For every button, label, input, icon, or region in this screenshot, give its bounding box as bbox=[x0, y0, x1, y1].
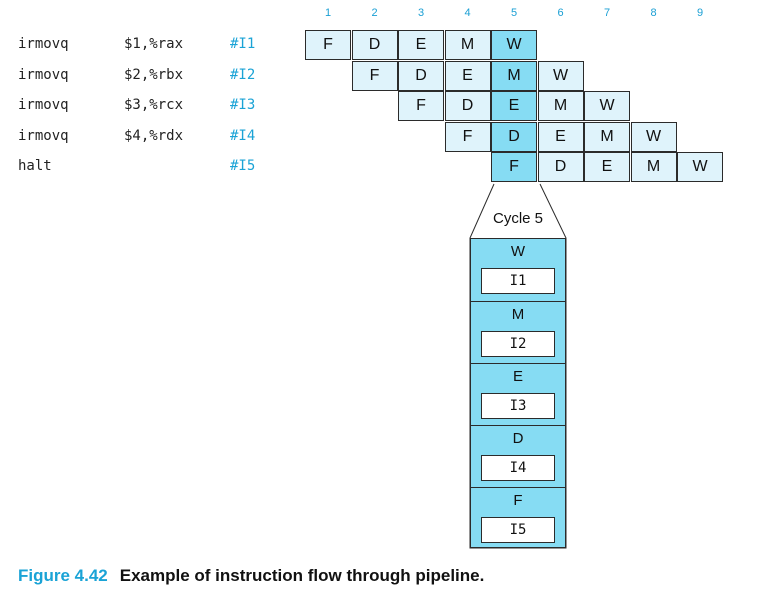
pipeline-stage-cell: F bbox=[305, 30, 351, 60]
instruction-operands: $1,%rax bbox=[124, 36, 184, 52]
cycle-number: 9 bbox=[696, 7, 704, 19]
pipeline-stage-cell: E bbox=[584, 152, 630, 182]
snapshot-stage: E I3 bbox=[471, 363, 565, 426]
pipeline-stage-cell: W bbox=[677, 152, 723, 182]
instruction-operands: $2,%rbx bbox=[124, 66, 184, 83]
snapshot-instruction-box: I2 bbox=[481, 331, 555, 357]
instruction-mnemonic: irmovq bbox=[18, 127, 69, 144]
pipeline-stage-cell: E bbox=[491, 91, 537, 121]
pipeline-stage-cell: F bbox=[444, 121, 491, 152]
instruction-label: #I3 bbox=[230, 97, 256, 113]
pipeline-stage-cell: D bbox=[351, 30, 398, 60]
pipeline-stage-cell: M bbox=[491, 60, 537, 91]
snapshot-instruction-box: I4 bbox=[481, 455, 555, 481]
cycle-number: 5 bbox=[510, 7, 518, 19]
snapshot-instruction-box: I3 bbox=[481, 393, 555, 419]
snapshot-title: Cycle 5 bbox=[492, 210, 544, 227]
pipeline-stage-cell: E bbox=[537, 121, 584, 152]
cycle-number: 4 bbox=[464, 7, 471, 19]
pipeline-stage-cell: W bbox=[491, 30, 537, 60]
snapshot-stage-name: F bbox=[513, 492, 523, 509]
snapshot-stage: W I1 bbox=[471, 239, 565, 301]
snapshot-stage-name: W bbox=[510, 243, 526, 260]
pipeline-stage-cell: W bbox=[630, 121, 677, 152]
instruction-mnemonic: irmovq bbox=[18, 36, 69, 52]
instruction-mnemonic: irmovq bbox=[18, 97, 69, 113]
figure-caption-text: Example of instruction flow through pipe… bbox=[119, 566, 485, 585]
pipeline-stage-cell: W bbox=[584, 91, 630, 121]
cycle-number: 3 bbox=[417, 7, 425, 19]
cycle-5-snapshot: W I1 M I2 E I3 D I4 F I5 bbox=[470, 238, 566, 548]
pipeline-stage-cell: F bbox=[398, 91, 444, 121]
pipeline-stage-cell: M bbox=[537, 91, 584, 121]
instruction-label: #I1 bbox=[230, 36, 256, 52]
snapshot-instruction-box: I1 bbox=[481, 268, 555, 294]
snapshot-stage: F I5 bbox=[471, 487, 565, 550]
cycle-number: 2 bbox=[371, 7, 378, 19]
instruction-operands: $4,%rdx bbox=[124, 127, 184, 144]
snapshot-stage-name: D bbox=[512, 430, 524, 447]
snapshot-stage: M I2 bbox=[471, 301, 565, 364]
pipeline-stage-cell: D bbox=[491, 121, 537, 152]
pipeline-stage-cell: E bbox=[444, 60, 491, 91]
cycle-number: 7 bbox=[603, 7, 611, 19]
instruction-label: #I2 bbox=[230, 66, 256, 83]
snapshot-stage-name: E bbox=[512, 368, 523, 385]
pipeline-stage-cell: W bbox=[537, 60, 584, 91]
pipeline-stage-cell: M bbox=[584, 121, 630, 152]
pipeline-stage-cell: D bbox=[398, 60, 444, 91]
pipeline-stage-cell: F bbox=[491, 152, 537, 182]
figure-caption: Figure 4.42 Example of instruction flow t… bbox=[18, 566, 484, 586]
snapshot-stage: D I4 bbox=[471, 425, 565, 488]
instruction-label: #I4 bbox=[230, 127, 256, 144]
pipeline-stage-cell: M bbox=[630, 152, 677, 182]
snapshot-stage-name: M bbox=[511, 306, 525, 323]
pipeline-stage-cell: E bbox=[398, 30, 444, 60]
pipeline-stage-cell: D bbox=[537, 152, 584, 182]
figure-number: Figure 4.42 bbox=[18, 566, 108, 585]
instruction-operands: $3,%rcx bbox=[124, 97, 184, 113]
instruction-mnemonic: irmovq bbox=[18, 66, 69, 83]
cycle-number: 1 bbox=[324, 7, 332, 19]
instruction-mnemonic: halt bbox=[18, 158, 52, 174]
pipeline-stage-cell: D bbox=[444, 91, 491, 121]
snapshot-instruction-box: I5 bbox=[481, 517, 555, 543]
instruction-label: #I5 bbox=[230, 158, 256, 174]
cycle-number: 8 bbox=[650, 7, 657, 19]
pipeline-stage-cell: F bbox=[351, 60, 398, 91]
pipeline-stage-cell: M bbox=[444, 30, 491, 60]
cycle-number: 6 bbox=[557, 7, 564, 19]
